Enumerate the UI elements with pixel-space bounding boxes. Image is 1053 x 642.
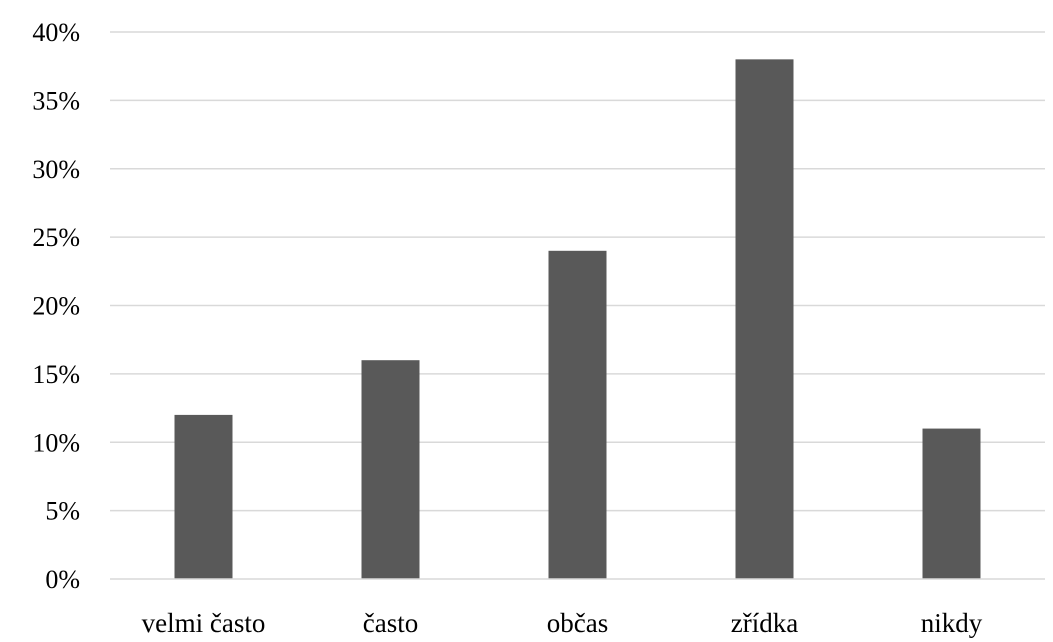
y-tick-label: 40% bbox=[32, 18, 80, 47]
y-tick-label: 5% bbox=[45, 497, 80, 526]
y-tick-label: 0% bbox=[45, 565, 80, 594]
bar-4 bbox=[735, 59, 794, 580]
y-tick-label: 10% bbox=[32, 428, 80, 457]
bar-1 bbox=[174, 414, 233, 579]
x-category-label: nikdy bbox=[921, 608, 983, 638]
bar-5 bbox=[922, 428, 981, 579]
y-axis-tick-labels: 0% 5% 10% 15% 20% 25% 30% 35% 40% bbox=[32, 18, 80, 594]
y-tick-label: 35% bbox=[32, 86, 80, 115]
bar-2 bbox=[361, 360, 420, 579]
x-category-label: často bbox=[363, 608, 418, 638]
x-category-label: velmi často bbox=[142, 608, 266, 638]
x-axis-category-labels: velmi často často občas zřídka nikdy bbox=[142, 608, 983, 638]
y-tick-label: 25% bbox=[32, 223, 80, 252]
y-tick-label: 30% bbox=[32, 155, 80, 184]
bar-3 bbox=[548, 250, 607, 580]
x-category-label: zřídka bbox=[731, 608, 798, 638]
bars bbox=[174, 59, 981, 580]
y-tick-label: 20% bbox=[32, 292, 80, 321]
x-category-label: občas bbox=[547, 608, 608, 638]
y-tick-label: 15% bbox=[32, 360, 80, 389]
